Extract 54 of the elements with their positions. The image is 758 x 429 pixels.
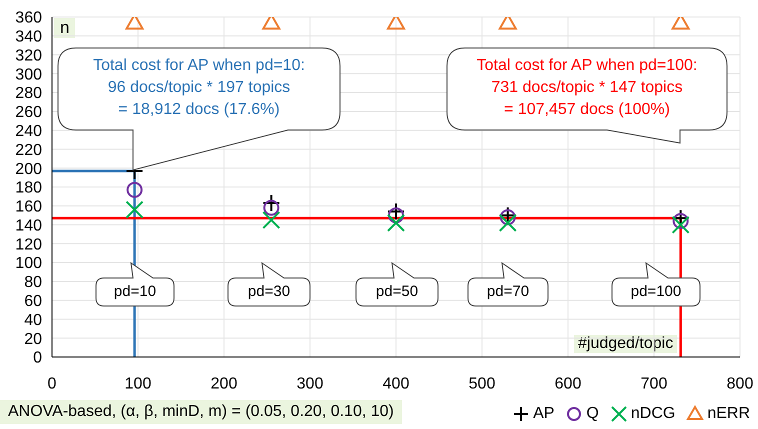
point bbox=[262, 194, 280, 212]
point bbox=[500, 209, 516, 226]
y-tick-label: 240 bbox=[15, 123, 42, 140]
point bbox=[388, 207, 404, 224]
y-tick-label: 260 bbox=[15, 104, 42, 122]
point bbox=[672, 213, 689, 229]
x-tick-label: 500 bbox=[468, 375, 496, 392]
y-tick-label: 120 bbox=[15, 236, 42, 254]
annotation: pd=70 bbox=[486, 282, 530, 302]
y-tick-label: 180 bbox=[15, 180, 42, 197]
point bbox=[387, 214, 405, 232]
annotation: pd=50 bbox=[374, 282, 420, 302]
x-tick-label: 300 bbox=[296, 375, 324, 392]
y-tick-label: 360 bbox=[15, 10, 42, 27]
x-tick-label: 100 bbox=[124, 375, 152, 392]
x-tick-label: 200 bbox=[210, 375, 238, 392]
legend-label: nDCG bbox=[630, 405, 676, 423]
y-tick-label: 40 bbox=[24, 312, 42, 329]
y-tick-label: 340 bbox=[15, 28, 42, 46]
y-axis-title: n bbox=[54, 18, 76, 38]
point bbox=[387, 202, 405, 221]
legend-label: AP bbox=[533, 405, 554, 423]
y-tick-label: 220 bbox=[15, 142, 42, 159]
y-tick-label: 300 bbox=[15, 66, 42, 84]
y-tick-label: 100 bbox=[15, 255, 42, 272]
point bbox=[126, 182, 143, 198]
x-tick-label: 800 bbox=[726, 375, 754, 392]
text: ANOVA-based, (α, β, minD, m) = (0.05, 0.20, 0.10, 10) bbox=[0, 400, 402, 424]
annotation: pd=30 bbox=[246, 282, 292, 302]
y-tick-label: 320 bbox=[15, 47, 42, 64]
annotation: Total cost for AP when pd=100: 731 docs/topic * 147 topics = 107,457 docs (100%) bbox=[476, 56, 698, 120]
point bbox=[262, 211, 280, 230]
x-tick-label: 400 bbox=[382, 375, 410, 392]
y-tick-label: 200 bbox=[15, 160, 42, 178]
y-tick-label: 160 bbox=[15, 198, 42, 216]
y-tick-label: 80 bbox=[24, 274, 42, 292]
x-axis-title: #judged/topic bbox=[574, 335, 678, 353]
point bbox=[672, 216, 690, 234]
x-tick-label: 600 bbox=[554, 375, 582, 392]
y-tick-label: 140 bbox=[15, 217, 42, 234]
annotation: pd=10 bbox=[112, 282, 158, 302]
point bbox=[126, 200, 144, 219]
y-tick-label: 60 bbox=[24, 293, 42, 310]
y-tick-label: 0 bbox=[33, 350, 42, 367]
point bbox=[498, 214, 517, 232]
legend-label: Q bbox=[586, 405, 599, 423]
x-tick-label: 700 bbox=[640, 375, 668, 392]
y-tick-label: 280 bbox=[15, 85, 42, 102]
annotation: Total cost for AP when pd=10: 96 docs/topic * 197 topics = 18,912 docs (17.6%) bbox=[92, 56, 306, 120]
y-tick-label: 20 bbox=[24, 330, 42, 348]
annotation: pd=100 bbox=[630, 282, 682, 302]
legend-label: nERR bbox=[707, 405, 750, 423]
x-tick-label: 0 bbox=[48, 375, 57, 392]
point bbox=[263, 200, 280, 216]
